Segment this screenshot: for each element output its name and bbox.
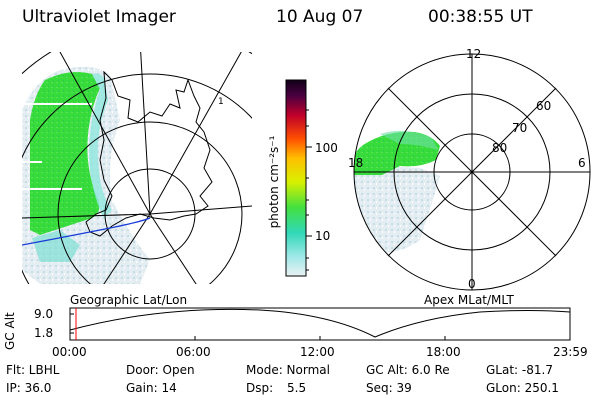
info-door: Door: Open (126, 363, 195, 377)
polar-faint-emission (354, 166, 440, 253)
mlat-label-60: 60 (536, 99, 552, 113)
mlt-label-6: 6 (578, 156, 586, 170)
polar-panel-label: Apex MLat/MLT (424, 293, 514, 307)
colorbar-tick-100: 100 (315, 141, 338, 155)
info-filter: Flt: LBHL (6, 363, 60, 377)
alt-ylabel: GC Alt (3, 312, 17, 350)
aurora-edge-cyan (89, 73, 112, 218)
info-seq: Seq: 39 (366, 381, 412, 395)
alt-ytick-9: 9.0 (34, 307, 54, 321)
instrument-title: Ultraviolet Imager (22, 7, 176, 27)
mlt-label-12: 12 (466, 47, 482, 61)
coastline (85, 70, 213, 237)
alt-xtick-1800: 18:00 (426, 345, 461, 359)
polar-panel (353, 53, 591, 291)
info-ip: IP: 36.0 (6, 381, 52, 395)
alt-xtick-0600: 06:00 (176, 345, 211, 359)
colorbar-tick-10: 10 (315, 229, 331, 243)
mlat-label-70: 70 (512, 121, 528, 135)
geo-panel-label: Geographic Lat/Lon (70, 293, 188, 307)
info-gain: Gain: 14 (126, 381, 177, 395)
aurora-edge-cyan-low (32, 230, 80, 262)
mlat-label-80: 80 (492, 141, 508, 155)
altitude-curve (69, 308, 571, 338)
alt-xtick-1200: 12:00 (300, 345, 335, 359)
info-mode: Mode: Normal (246, 363, 330, 377)
colorbar (285, 79, 307, 277)
geographic-panel (22, 52, 252, 284)
mlt-label-0: 0 (468, 277, 476, 291)
terminator-line (22, 217, 151, 246)
alt-ytick-1.8: 1.8 (34, 326, 54, 340)
alt-xtick-0000: 00:00 (52, 345, 87, 359)
alt-xtick-2359: 23:59 (553, 345, 588, 359)
mlt-label-18: 18 (348, 156, 364, 170)
colorbar-ticks (306, 109, 312, 271)
info-glat: GLat: -81.7 (486, 363, 553, 377)
info-gc-alt: GC Alt: 6.0 Re (366, 363, 450, 377)
info-dsp-label: Dsp: (246, 381, 274, 395)
aurora-oval-green (30, 72, 100, 235)
svg-text:1: 1 (218, 97, 224, 107)
colorbar-unit-label: photon cm⁻²s⁻¹ (267, 135, 281, 229)
altitude-plot (69, 307, 571, 341)
info-glon: GLon: 250.1 (486, 381, 559, 395)
time-label: 00:38:55 UT (428, 7, 533, 27)
info-dsp-value: 5.5 (287, 381, 307, 395)
date-label: 10 Aug 07 (276, 7, 364, 27)
